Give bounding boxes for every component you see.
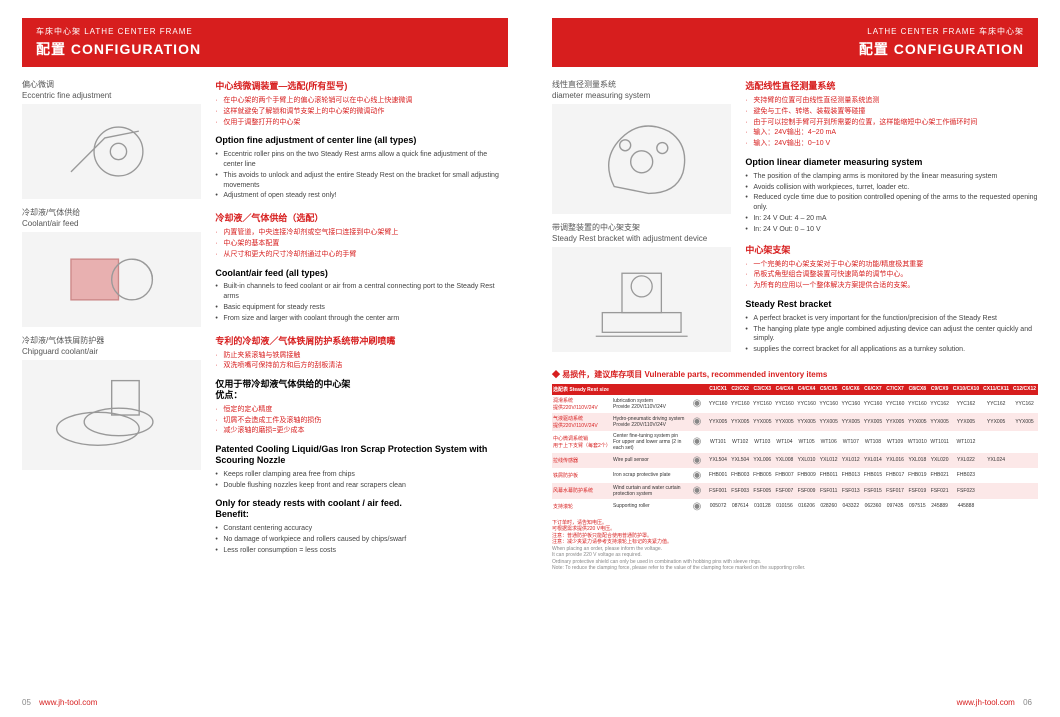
diagram-chipguard xyxy=(22,360,201,470)
inventory-table: 选配表 Steady Rest sizeC1/CX1C2/CX2C3/CX3C4… xyxy=(552,384,1038,514)
inventory-title: ◆ 易损件，建议库存项目 Vulnerable parts, recommend… xyxy=(552,369,1038,380)
section-2-labels: 冷却液/气体供给 Coolant/air feed xyxy=(22,207,201,228)
footer-left: 05 www.jh-tool.com xyxy=(22,698,97,707)
footer-right: www.jh-tool.com 06 xyxy=(957,698,1038,707)
page-right: LATHE CENTER FRAME 车床中心架 配置 CONFIGURATIO… xyxy=(530,0,1060,717)
right-columns: 线性直径测量系统 diameter measuring system 带调整装置… xyxy=(552,79,1038,363)
table-notes: 下订单时，请告知电压。 可根据需求提供220 V电压。 注意：普通防护板只能配合… xyxy=(552,520,1038,572)
diagram-measuring xyxy=(552,104,731,214)
right-image-column: 线性直径测量系统 diameter measuring system 带调整装置… xyxy=(552,79,731,363)
left-columns: 偏心微调 Eccentric fine adjustment 冷却液/气体供给 … xyxy=(22,79,508,563)
diagram-eccentric xyxy=(22,104,201,199)
page-left: 车床中心架 LATHE CENTER FRAME 配置 CONFIGURATIO… xyxy=(0,0,530,717)
left-text-column: 中心线微调装置—选配(所有型号) 在中心架的两个手臂上的偏心滚轮销可以在中心线上… xyxy=(215,79,508,563)
table-header-row: 选配表 Steady Rest sizeC1/CX1C2/CX2C3/CX3C4… xyxy=(552,384,1038,395)
bul-red-1: 在中心架的两个手臂上的偏心滚轮销可以在中心线上快速微调 这样就避免了解锁和调节支… xyxy=(215,96,508,127)
header-sub: 车床中心架 LATHE CENTER FRAME xyxy=(36,26,494,37)
catalog-spread: 车床中心架 LATHE CENTER FRAME 配置 CONFIGURATIO… xyxy=(0,0,1060,717)
diagram-coolant xyxy=(22,232,201,327)
diagram-bracket xyxy=(552,247,731,352)
right-text-column: 选配线性直径测量系统 夹持臂的位置可由线性直径测量系统追测 避免与工件、转塔、装… xyxy=(745,79,1038,363)
bul-blk-1: Eccentric roller pins on the two Steady … xyxy=(215,150,508,201)
header-right: LATHE CENTER FRAME 车床中心架 配置 CONFIGURATIO… xyxy=(552,18,1038,67)
header-title: 配置 CONFIGURATION xyxy=(36,39,494,59)
left-image-column: 偏心微调 Eccentric fine adjustment 冷却液/气体供给 … xyxy=(22,79,201,563)
table-body: 润滑系统 提供220V/110V/24Vlubrication system P… xyxy=(552,395,1038,514)
section-1-labels: 偏心微调 Eccentric fine adjustment xyxy=(22,79,201,100)
header-left: 车床中心架 LATHE CENTER FRAME 配置 CONFIGURATIO… xyxy=(22,18,508,67)
section-3-labels: 冷却液/气体铁屑防护器 Chipguard coolant/air xyxy=(22,335,201,356)
